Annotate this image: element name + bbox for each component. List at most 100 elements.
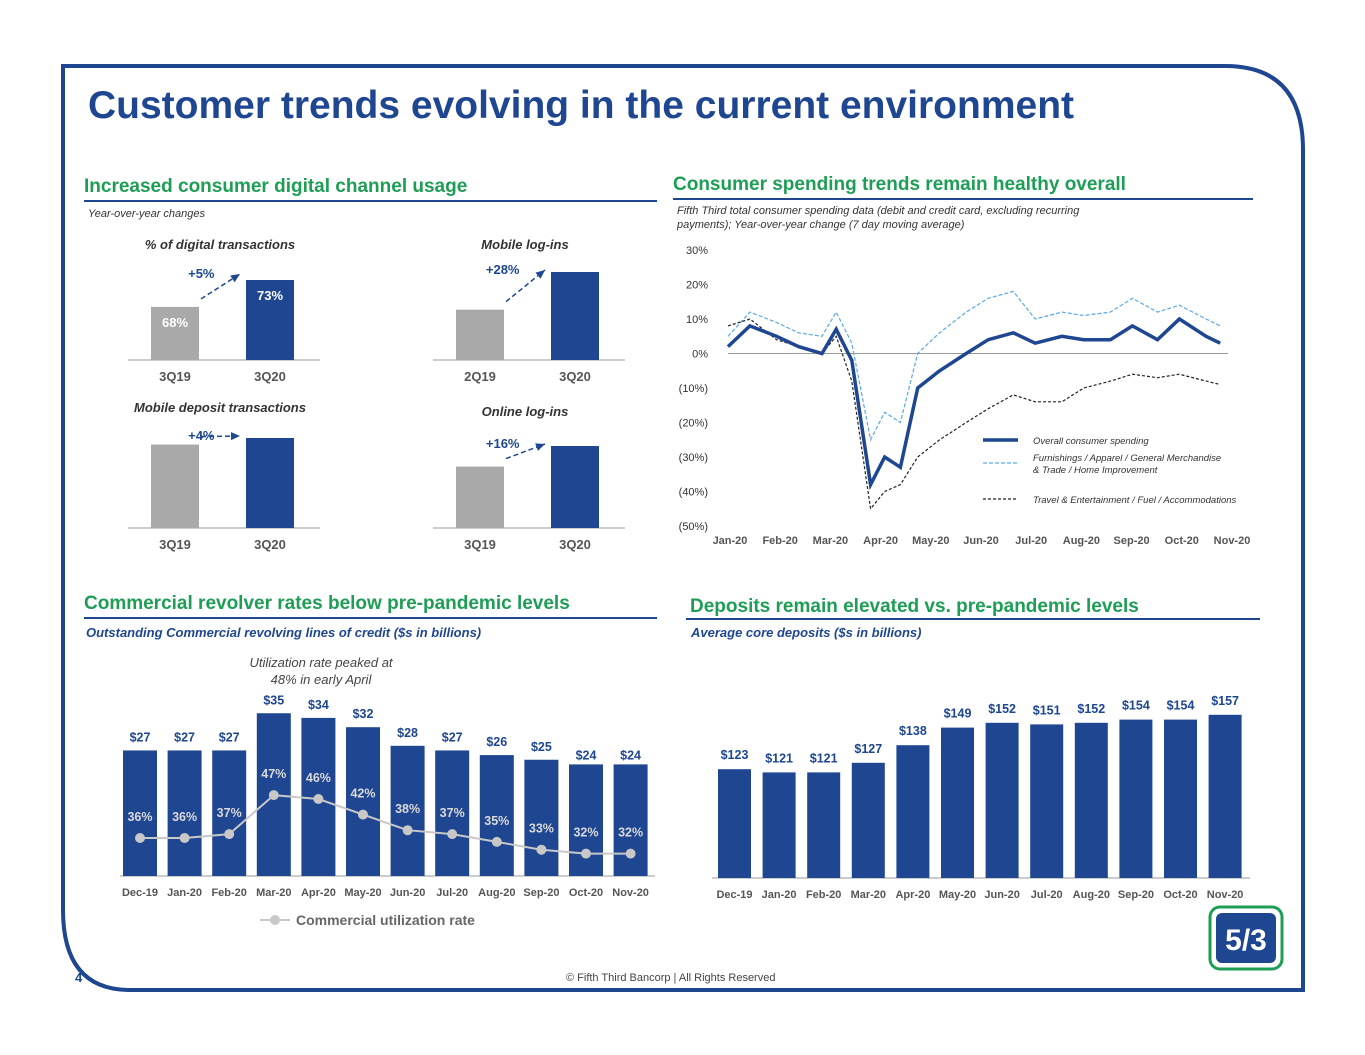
deposits-bar-label: $157 [1211,694,1239,708]
utilization-point [358,809,368,820]
revolver-bar [479,755,514,876]
mobile-logins-bar-1 [551,272,599,360]
spending-x-tick: Feb-20 [762,535,797,547]
utilization-label: 32% [573,826,598,840]
spending-section-rule [673,198,1253,200]
utilization-point [135,833,145,843]
deposits-bar-label: $152 [1077,702,1105,716]
deposits-section-title: Deposits remain elevated vs. pre-pandemi… [690,596,1139,617]
spending-x-tick: Mar-20 [813,535,848,547]
revolver-section-subtitle: Outstanding Commercial revolving lines o… [86,625,482,640]
spending-x-tick: Jul-20 [1015,535,1047,547]
utilization-label: 33% [529,822,554,836]
spending-legend-label-2: Travel & Entertainment / Fuel / Accommod… [1033,495,1237,506]
utilization-point [491,836,502,847]
utilization-label: 46% [306,771,331,785]
deposits-category: Oct-20 [1163,889,1197,901]
revolver-bar-label: $32 [353,707,374,721]
revolver-bar-label: $27 [130,730,151,744]
mobile-deposits-group: Mobile deposit transactions 3Q19 3Q20 +4% [128,400,320,552]
revolver-bar [435,750,470,876]
digital-transactions-category-0: 3Q19 [159,369,191,384]
deposits-bar [1074,722,1108,878]
revolver-bar-label: $27 [442,730,463,744]
revolver-category: Jan-20 [167,887,202,899]
utilization-legend-marker [270,915,280,925]
spending-x-tick: Aug-20 [1063,535,1100,547]
mobile-logins-bar-0 [456,309,504,360]
online-logins-category-0: 3Q19 [464,537,496,552]
mobile-logins-category-1: 3Q20 [559,369,591,384]
utilization-label: 36% [127,810,152,824]
page-title: Customer trends evolving in the current … [88,84,1075,127]
consumer-spending-chart: 30% 20% 10% 0% (10%) (20%) (30%) (40%) (50%) Jan-… [679,245,1251,547]
utilization-point [536,844,547,855]
deposits-category: Jan-20 [762,889,797,901]
deposits-category: Feb-20 [806,889,841,901]
spending-y-tick: 10% [686,314,708,326]
mobile-logins-change-label: +28% [486,262,520,277]
deposits-bar-label: $123 [721,748,749,762]
deposits-section-subtitle: Average core deposits ($s in billions) [691,625,922,640]
page-number: 4 [75,970,83,985]
spending-y-tick: 0% [692,349,708,361]
utilization-legend-label: Commercial utilization rate [296,912,475,928]
mobile-logins-group: Mobile log-ins 2Q19 3Q20 +28% [433,237,625,384]
utilization-point [313,794,324,804]
deposits-category: Jun-20 [984,889,1019,901]
online-logins-category-1: 3Q20 [559,537,591,552]
deposits-bar [807,772,841,878]
utilization-label: 38% [395,802,420,816]
mobile-deposits-category-0: 3Q19 [159,537,191,552]
utilization-label: 37% [217,806,242,820]
revolver-bar-label: $25 [531,740,552,754]
revolver-category: Oct-20 [569,887,603,899]
digital-transactions-bar-label-0: 68% [162,315,188,330]
revolver-bar-label: $27 [219,730,240,744]
digital-transactions-bar-0 [151,306,199,360]
revolver-category: Mar-20 [256,887,291,899]
utilization-label: 37% [440,806,465,820]
revolver-bar-label: $27 [174,730,195,744]
spending-x-tick: Jan-20 [713,535,748,547]
spending-x-tick: Sep-20 [1114,535,1150,547]
revolver-bar [212,750,247,876]
spending-legend-label-line: & Trade / Home Improvement [1033,465,1158,476]
utilization-point [447,829,458,840]
utilization-annotation: Utilization rate peaked at 48% in early … [249,655,393,687]
digital-section-rule [84,200,657,202]
mobile-logins-category-0: 2Q19 [464,369,496,384]
deposits-bar [1164,719,1197,878]
digital-transactions-bar-1 [246,280,294,360]
deposits-bar [1030,724,1064,878]
revolver-bar-label: $26 [486,735,507,749]
online-logins-bar-0 [456,466,504,528]
deposits-bar-label: $138 [899,724,927,738]
spending-x-tick: Jun-20 [963,535,998,547]
utilization-point [224,829,235,840]
online-logins-group: Online log-ins 3Q19 3Q20 +16% [433,404,625,552]
utilization-label: 47% [261,767,286,781]
digital-transactions-category-1: 3Q20 [254,369,286,384]
deposits-bar [851,762,885,878]
revolver-category: Sep-20 [523,887,559,899]
spending-series-line-0 [726,316,1221,491]
deposits-category: Nov-20 [1207,889,1244,901]
spending-y-tick: (20%) [679,418,708,430]
mobile-deposits-category-1: 3Q20 [254,537,286,552]
deposits-bar-label: $121 [765,751,793,765]
deposits-bar-label: $154 [1167,699,1195,713]
spending-y-tick: (40%) [679,487,708,499]
spending-legend-label-line: Furnishings / Apparel / General Merchand… [1033,453,1221,464]
spending-section-subtitle: Fifth Third total consumer spending data… [677,205,1080,231]
mobile-deposits-title: Mobile deposit transactions [134,400,306,415]
revolver-bar-label: $35 [263,693,284,707]
deposits-bar [762,772,796,878]
revolver-category: Apr-20 [301,887,336,899]
deposits-category: May-20 [939,889,976,901]
mobile-deposits-bar-1 [246,438,294,528]
deposits-bar [1208,714,1242,878]
deposits-bar [896,745,930,878]
spending-x-tick: Apr-20 [863,535,898,547]
